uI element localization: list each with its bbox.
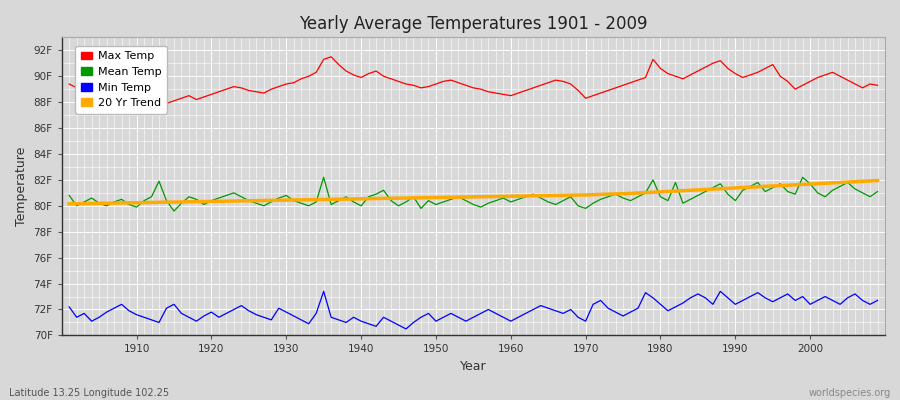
Y-axis label: Temperature: Temperature	[15, 147, 28, 226]
Text: worldspecies.org: worldspecies.org	[809, 388, 891, 398]
Text: Latitude 13.25 Longitude 102.25: Latitude 13.25 Longitude 102.25	[9, 388, 169, 398]
Title: Yearly Average Temperatures 1901 - 2009: Yearly Average Temperatures 1901 - 2009	[299, 15, 648, 33]
Legend: Max Temp, Mean Temp, Min Temp, 20 Yr Trend: Max Temp, Mean Temp, Min Temp, 20 Yr Tre…	[76, 46, 166, 114]
X-axis label: Year: Year	[460, 360, 487, 373]
